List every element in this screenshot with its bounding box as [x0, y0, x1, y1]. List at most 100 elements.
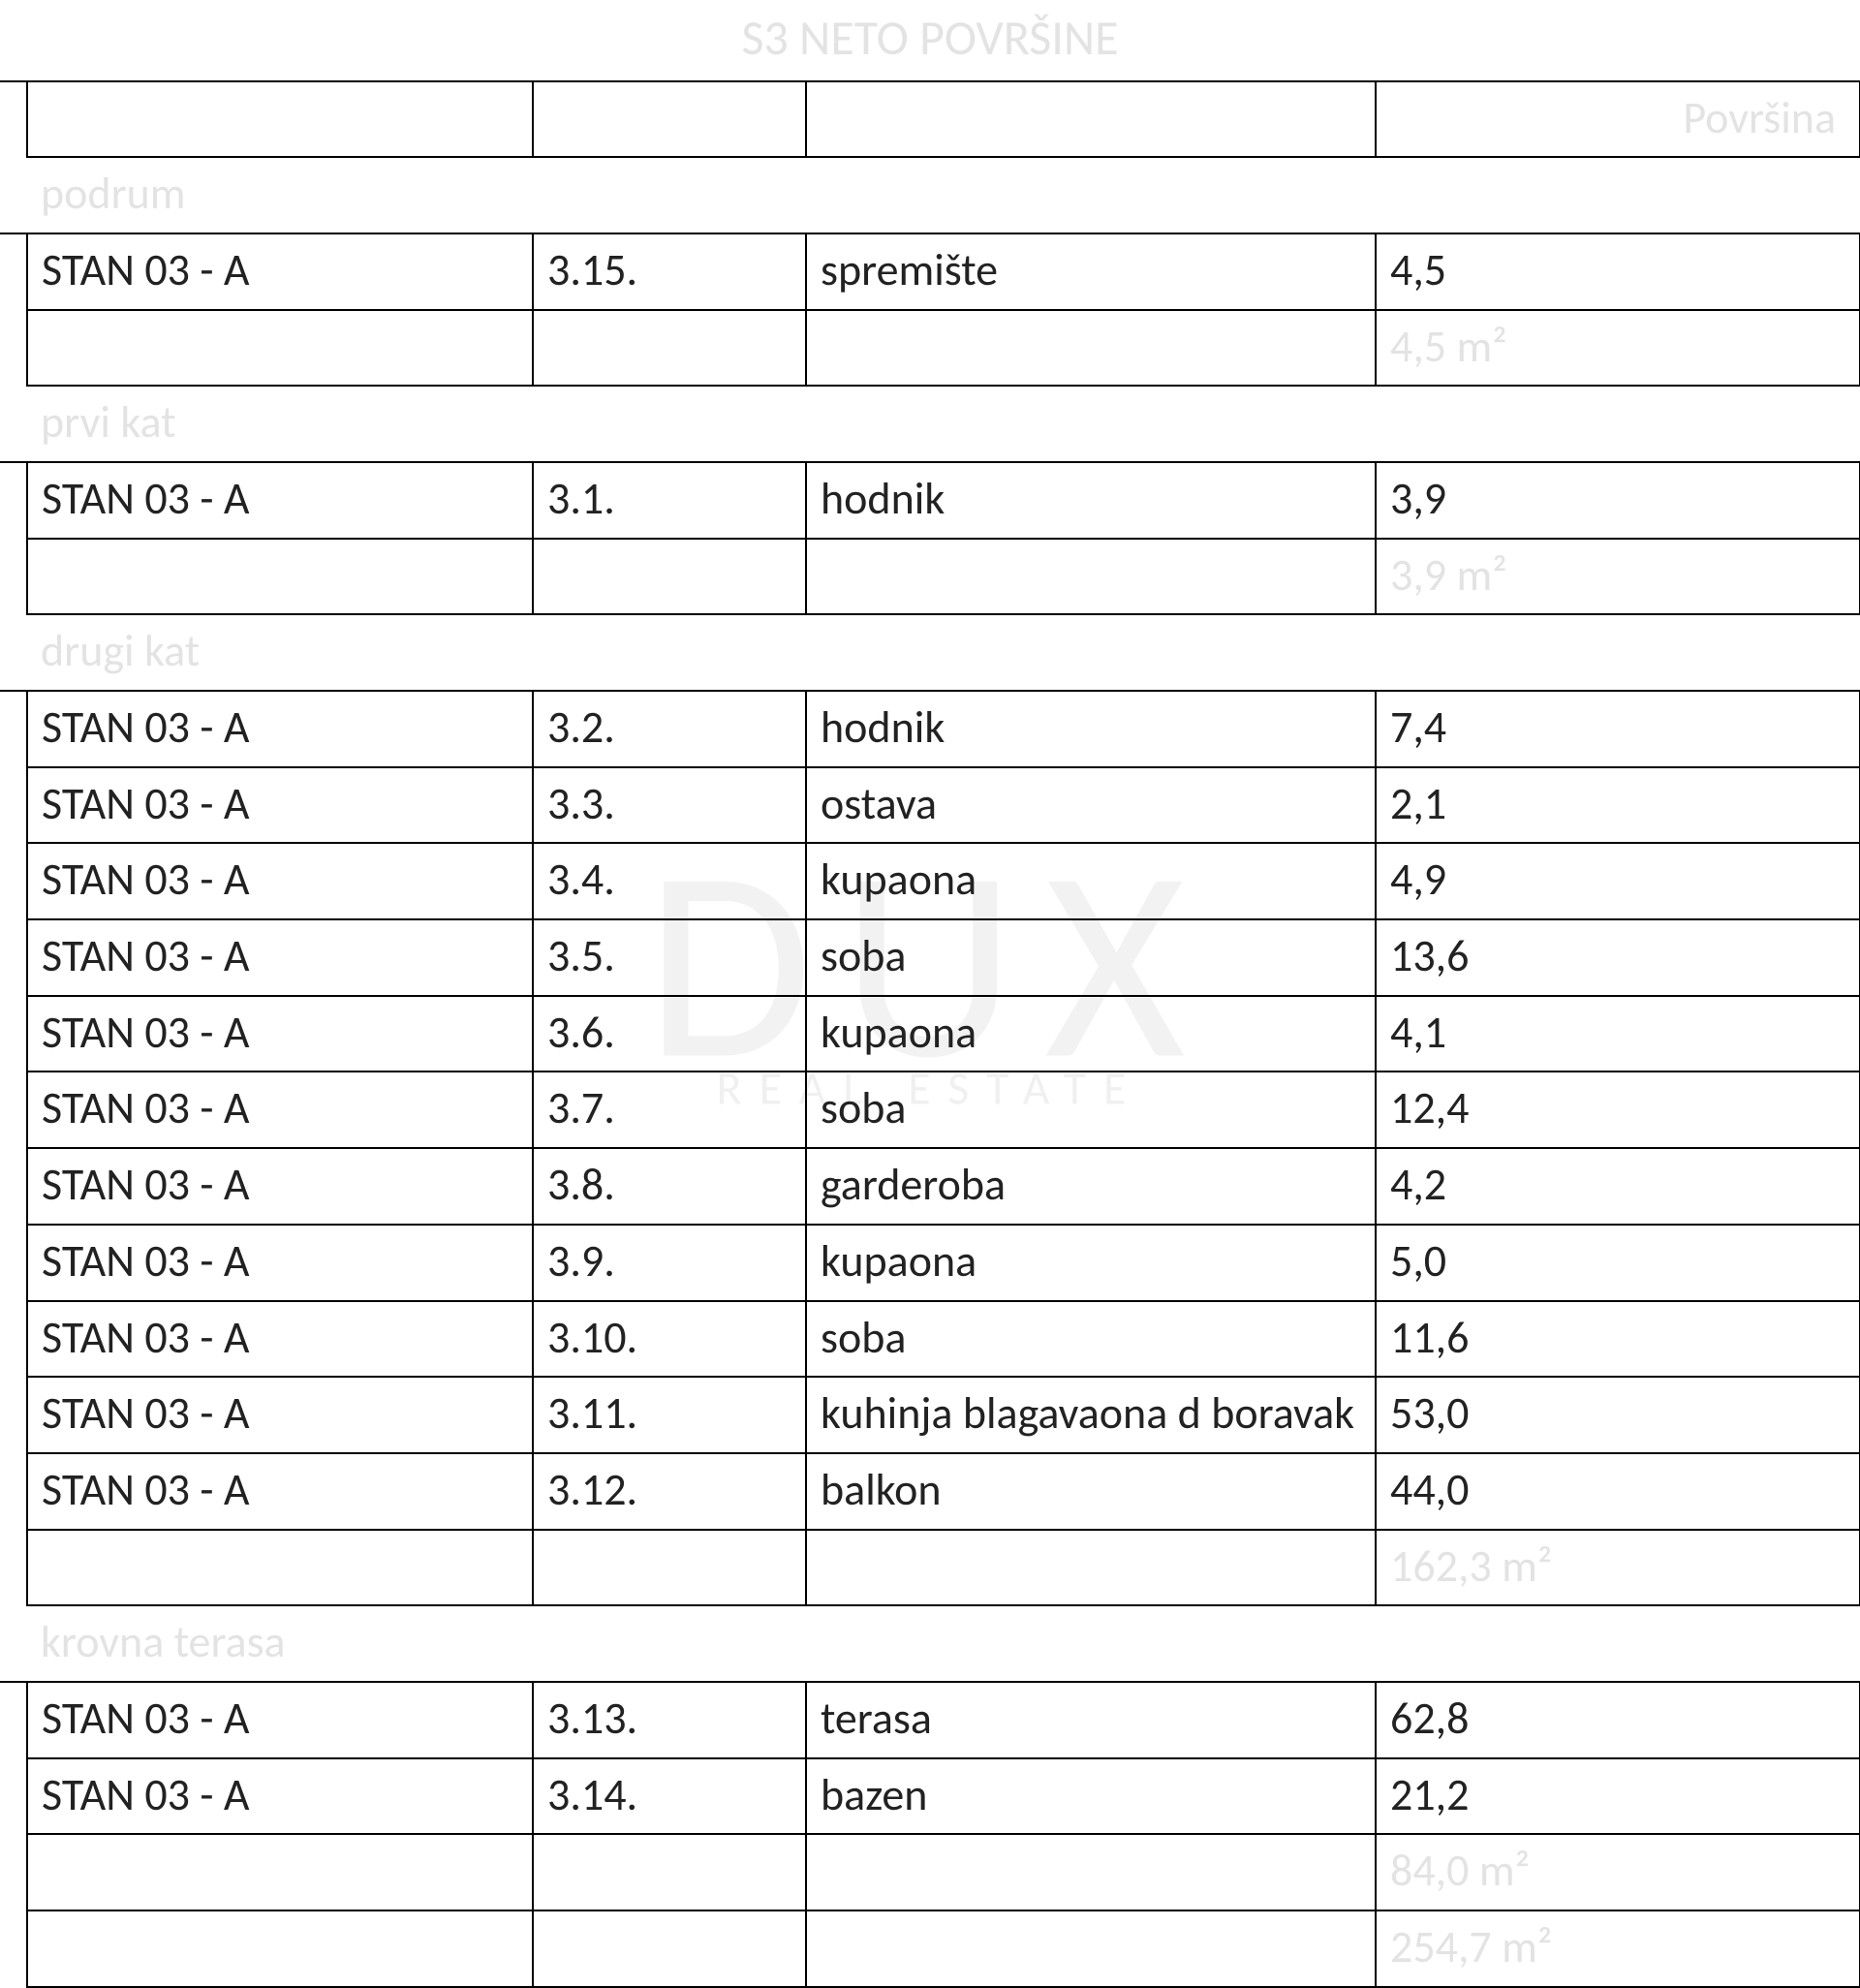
- cell-area: 53,0: [1376, 1377, 1860, 1453]
- cell-room: balkon: [806, 1453, 1376, 1530]
- cell-unit: STAN 03 - A: [27, 1377, 533, 1453]
- subtotal-empty: [533, 1530, 806, 1606]
- cell-room: spremište: [806, 233, 1376, 310]
- cell-num: 3.13.: [533, 1682, 806, 1758]
- cell-num: 3.14.: [533, 1758, 806, 1835]
- subtotal-empty: [27, 310, 533, 387]
- subtotal-value: 84,0 m²: [1376, 1834, 1860, 1910]
- cell-num: 3.3.: [533, 767, 806, 844]
- cell-area: 4,2: [1376, 1148, 1860, 1225]
- table-header-row: Površina: [0, 81, 1860, 158]
- gutter-cell: [0, 310, 27, 387]
- subtotal-row: 162,3 m²: [0, 1530, 1860, 1606]
- header-room: [806, 81, 1376, 158]
- gutter-cell: [0, 81, 27, 158]
- subtotal-empty: [806, 1834, 1376, 1910]
- cell-unit: STAN 03 - A: [27, 1148, 533, 1225]
- grand-total-empty: [533, 1910, 806, 1987]
- subtotal-empty: [27, 539, 533, 615]
- gutter-cell: [0, 462, 27, 539]
- subtotal-value: 3,9 m²: [1376, 539, 1860, 615]
- cell-unit: STAN 03 - A: [27, 1225, 533, 1301]
- cell-room: kupaona: [806, 843, 1376, 919]
- cell-area: 4,5: [1376, 233, 1860, 310]
- cell-unit: STAN 03 - A: [27, 1301, 533, 1378]
- cell-area: 13,6: [1376, 919, 1860, 996]
- grand-total-empty: [806, 1910, 1376, 1987]
- cell-unit: STAN 03 - A: [27, 462, 533, 539]
- gutter-cell: [0, 1072, 27, 1148]
- cell-room: garderoba: [806, 1148, 1376, 1225]
- table-row: STAN 03 - A3.1.hodnik3,9: [0, 462, 1860, 539]
- cell-num: 3.5.: [533, 919, 806, 996]
- cell-num: 3.8.: [533, 1148, 806, 1225]
- gutter-cell: [0, 1530, 27, 1606]
- gutter-cell: [0, 1453, 27, 1530]
- area-table: S3 NETO POVRŠINE Površina podrumSTAN 03 …: [0, 0, 1860, 1988]
- gutter-cell: [0, 1910, 27, 1987]
- cell-unit: STAN 03 - A: [27, 843, 533, 919]
- section-row: prvi kat: [0, 386, 1860, 462]
- cell-num: 3.4.: [533, 843, 806, 919]
- cell-unit: STAN 03 - A: [27, 767, 533, 844]
- section-label: podrum: [0, 157, 1860, 233]
- cell-room: hodnik: [806, 691, 1376, 767]
- grand-total-row: 254,7 m²: [0, 1910, 1860, 1987]
- cell-room: terasa: [806, 1682, 1376, 1758]
- cell-num: 3.15.: [533, 233, 806, 310]
- gutter-cell: [0, 996, 27, 1072]
- header-num: [533, 81, 806, 158]
- cell-area: 44,0: [1376, 1453, 1860, 1530]
- gutter-cell: [0, 1301, 27, 1378]
- cell-unit: STAN 03 - A: [27, 1453, 533, 1530]
- subtotal-empty: [533, 310, 806, 387]
- section-row: drugi kat: [0, 614, 1860, 691]
- table-title: S3 NETO POVRŠINE: [0, 0, 1860, 81]
- cell-num: 3.2.: [533, 691, 806, 767]
- cell-num: 3.10.: [533, 1301, 806, 1378]
- gutter-cell: [0, 691, 27, 767]
- cell-unit: STAN 03 - A: [27, 233, 533, 310]
- subtotal-row: 4,5 m²: [0, 310, 1860, 387]
- cell-unit: STAN 03 - A: [27, 996, 533, 1072]
- cell-room: kupaona: [806, 996, 1376, 1072]
- table-row: STAN 03 - A3.9.kupaona5,0: [0, 1225, 1860, 1301]
- cell-room: kuhinja blagavaona d boravak: [806, 1377, 1376, 1453]
- subtotal-value: 162,3 m²: [1376, 1530, 1860, 1606]
- subtotal-empty: [27, 1834, 533, 1910]
- subtotal-value: 4,5 m²: [1376, 310, 1860, 387]
- cell-area: 4,1: [1376, 996, 1860, 1072]
- cell-unit: STAN 03 - A: [27, 1072, 533, 1148]
- subtotal-empty: [533, 539, 806, 615]
- subtotal-empty: [806, 539, 1376, 615]
- gutter-cell: [0, 767, 27, 844]
- table-row: STAN 03 - A3.7.soba12,4: [0, 1072, 1860, 1148]
- table-row: STAN 03 - A3.14.bazen21,2: [0, 1758, 1860, 1835]
- cell-room: hodnik: [806, 462, 1376, 539]
- cell-area: 62,8: [1376, 1682, 1860, 1758]
- cell-unit: STAN 03 - A: [27, 919, 533, 996]
- gutter-cell: [0, 1758, 27, 1835]
- subtotal-row: 84,0 m²: [0, 1834, 1860, 1910]
- cell-room: soba: [806, 1072, 1376, 1148]
- gutter-cell: [0, 1148, 27, 1225]
- cell-num: 3.1.: [533, 462, 806, 539]
- gutter-cell: [0, 539, 27, 615]
- table-row: STAN 03 - A3.5.soba13,6: [0, 919, 1860, 996]
- cell-area: 11,6: [1376, 1301, 1860, 1378]
- table-row: STAN 03 - A3.12.balkon44,0: [0, 1453, 1860, 1530]
- gutter-cell: [0, 843, 27, 919]
- table-row: STAN 03 - A3.11.kuhinja blagavaona d bor…: [0, 1377, 1860, 1453]
- section-row: krovna terasa: [0, 1605, 1860, 1682]
- section-label: krovna terasa: [0, 1605, 1860, 1682]
- cell-area: 7,4: [1376, 691, 1860, 767]
- table-row: STAN 03 - A3.3.ostava2,1: [0, 767, 1860, 844]
- cell-area: 2,1: [1376, 767, 1860, 844]
- cell-room: kupaona: [806, 1225, 1376, 1301]
- table-title-row: S3 NETO POVRŠINE: [0, 0, 1860, 81]
- gutter-cell: [0, 233, 27, 310]
- grand-total-empty: [27, 1910, 533, 1987]
- subtotal-row: 3,9 m²: [0, 539, 1860, 615]
- section-label: prvi kat: [0, 386, 1860, 462]
- subtotal-empty: [806, 310, 1376, 387]
